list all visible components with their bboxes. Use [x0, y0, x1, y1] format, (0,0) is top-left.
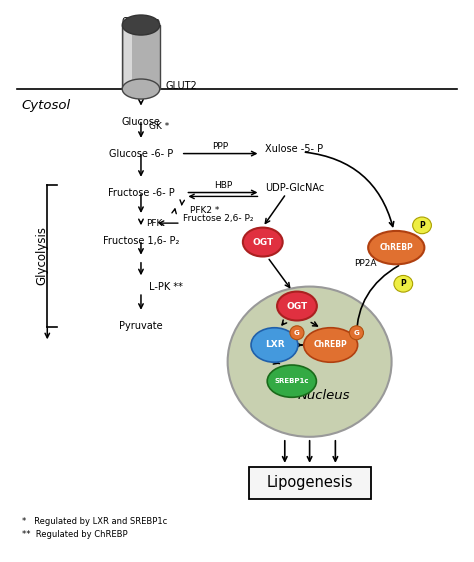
- Text: Glucose: Glucose: [121, 17, 160, 26]
- Ellipse shape: [251, 328, 298, 362]
- Text: Fructose 2,6- P₂: Fructose 2,6- P₂: [183, 214, 254, 223]
- Text: G: G: [354, 330, 359, 336]
- Ellipse shape: [413, 217, 431, 234]
- Text: Glycolysis: Glycolysis: [35, 226, 48, 285]
- Text: GLUT2: GLUT2: [165, 81, 197, 91]
- Text: Glucose -6- P: Glucose -6- P: [109, 149, 173, 159]
- Text: Nucleus: Nucleus: [297, 388, 350, 402]
- Text: SREBP1c: SREBP1c: [274, 378, 309, 384]
- Text: LXR: LXR: [264, 341, 284, 350]
- Text: Fructose -6- P: Fructose -6- P: [108, 188, 174, 198]
- Ellipse shape: [394, 275, 413, 292]
- Bar: [122, 25, 160, 89]
- Text: Lipogenesis: Lipogenesis: [266, 475, 353, 491]
- Text: OGT: OGT: [286, 302, 308, 311]
- Text: PFK2 *: PFK2 *: [190, 206, 219, 215]
- Ellipse shape: [122, 79, 160, 99]
- Text: PP2A: PP2A: [355, 259, 377, 268]
- Text: G: G: [294, 330, 300, 336]
- FancyBboxPatch shape: [249, 467, 371, 499]
- Text: UDP-GlcNAc: UDP-GlcNAc: [265, 183, 324, 193]
- Ellipse shape: [368, 231, 424, 264]
- Bar: [122, 25, 160, 89]
- Text: P: P: [419, 221, 425, 230]
- Ellipse shape: [228, 287, 392, 437]
- Ellipse shape: [122, 15, 160, 35]
- Text: GK *: GK *: [149, 123, 170, 132]
- Text: Fructose 1,6- P₂: Fructose 1,6- P₂: [103, 237, 179, 247]
- Ellipse shape: [304, 328, 357, 362]
- Ellipse shape: [290, 326, 304, 339]
- Text: ChREBP: ChREBP: [314, 341, 347, 350]
- Text: HBP: HBP: [214, 181, 232, 190]
- Text: OGT: OGT: [252, 238, 273, 247]
- Text: ChREBP: ChREBP: [379, 243, 413, 252]
- Ellipse shape: [243, 228, 283, 256]
- Text: PFK: PFK: [146, 219, 163, 228]
- Ellipse shape: [267, 365, 317, 397]
- Text: L-PK **: L-PK **: [149, 282, 183, 292]
- Ellipse shape: [349, 326, 364, 339]
- Bar: [124, 28, 132, 86]
- Text: Xulose -5- P: Xulose -5- P: [265, 144, 323, 154]
- Text: PPP: PPP: [212, 142, 228, 151]
- Text: *   Regulated by LXR and SREBP1c: * Regulated by LXR and SREBP1c: [21, 518, 167, 527]
- Ellipse shape: [277, 292, 317, 320]
- Text: P: P: [401, 279, 406, 288]
- Text: Pyruvate: Pyruvate: [119, 321, 163, 331]
- Text: **  Regulated by ChREBP: ** Regulated by ChREBP: [21, 531, 127, 540]
- Text: Glucose: Glucose: [121, 117, 160, 127]
- Text: Cytosol: Cytosol: [21, 99, 71, 112]
